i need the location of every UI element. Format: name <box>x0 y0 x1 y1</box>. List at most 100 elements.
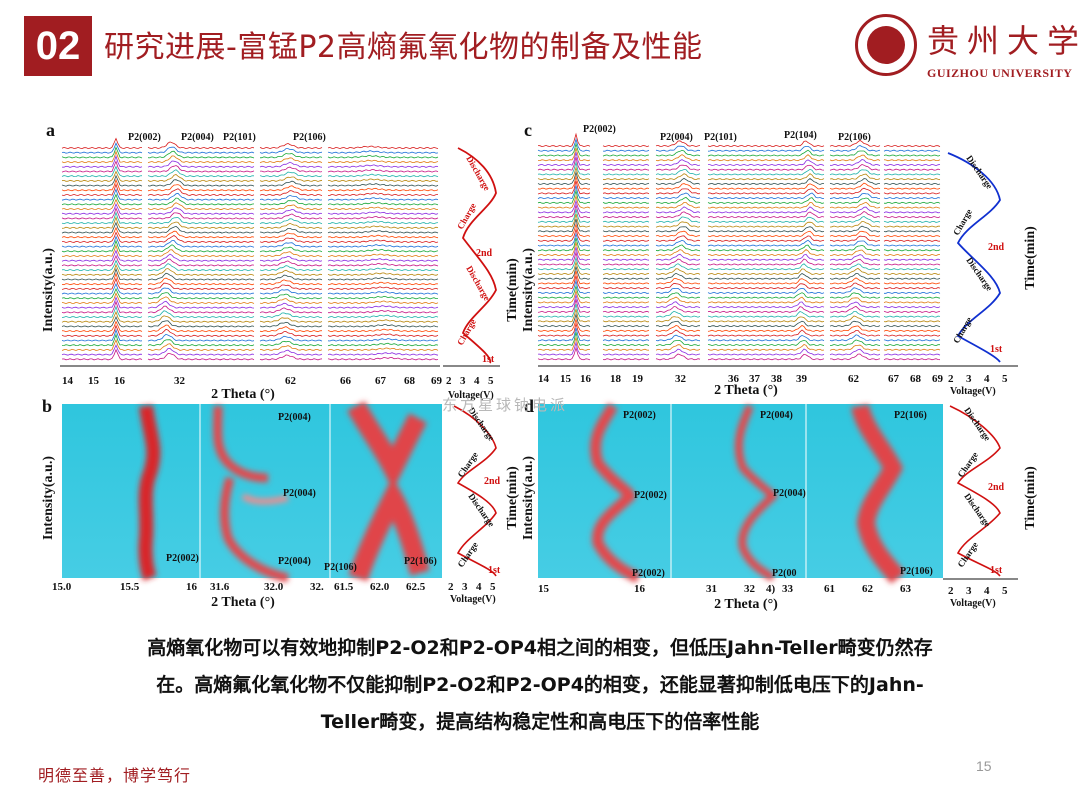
xrd-trace <box>61 154 143 168</box>
xrd-trace <box>219 330 255 333</box>
xrd-trace <box>830 249 881 257</box>
xrd-trace <box>883 244 941 247</box>
xrd-trace <box>655 253 701 261</box>
xrd-trace <box>707 201 825 209</box>
panel-c-voltage-curve <box>947 152 1001 363</box>
v-tick-label: 3 <box>966 585 972 597</box>
xrd-trace <box>537 222 591 238</box>
xrd-trace <box>327 178 439 182</box>
xrd-trace <box>602 268 650 271</box>
xrd-trace <box>219 250 255 253</box>
xrd-trace <box>219 217 255 220</box>
xrd-trace <box>61 287 143 300</box>
xrd-trace <box>602 282 650 285</box>
panel-c-x-axis-label: 2 Theta (°) <box>714 383 778 398</box>
x-tick-label: 4) <box>766 583 776 595</box>
xrd-trace <box>883 159 941 162</box>
x-tick-label: 62 <box>848 373 860 385</box>
xrd-trace <box>219 240 255 243</box>
xrd-trace <box>259 222 322 229</box>
xrd-trace <box>537 313 591 328</box>
xrd-trace <box>219 358 255 361</box>
xrd-trace <box>61 142 143 154</box>
xrd-trace <box>147 249 223 258</box>
xrd-trace <box>147 296 223 304</box>
x-tick-label: 14 <box>62 375 74 387</box>
xrd-trace <box>655 154 701 162</box>
xrd-trace <box>259 255 323 262</box>
xrd-trace <box>61 239 142 253</box>
v-tick-label: 3 <box>462 581 468 593</box>
xrd-trace <box>327 159 439 164</box>
xrd-trace <box>327 230 439 234</box>
xrd-trace <box>829 344 881 351</box>
xrd-trace <box>829 211 881 219</box>
xrd-trace <box>830 145 881 152</box>
xrd-trace <box>883 249 941 252</box>
xrd-trace <box>219 212 255 215</box>
xrd-trace <box>327 192 438 196</box>
xrd-trace <box>602 144 650 148</box>
xrd-trace <box>655 278 701 285</box>
xrd-trace <box>655 169 701 176</box>
xrd-trace <box>707 216 825 223</box>
xrd-trace <box>707 253 824 261</box>
xrd-trace <box>602 201 650 204</box>
xrd-trace <box>883 182 941 185</box>
xrd-trace <box>602 353 650 356</box>
xrd-trace <box>655 164 701 171</box>
xrd-trace <box>602 310 650 313</box>
panel-d-peak-label: P2(004) <box>760 410 793 421</box>
xrd-trace <box>219 344 255 347</box>
xrd-trace <box>537 203 591 219</box>
xrd-trace <box>327 356 439 361</box>
xrd-trace <box>883 206 941 209</box>
xrd-trace <box>537 260 591 275</box>
xrd-trace <box>537 327 591 342</box>
xrd-trace <box>259 142 323 150</box>
xrd-trace <box>61 231 143 243</box>
xrd-trace <box>537 194 591 209</box>
xrd-trace <box>259 269 323 276</box>
xrd-trace <box>219 278 255 281</box>
xrd-trace <box>707 344 825 351</box>
xrd-trace <box>327 319 439 323</box>
xrd-trace <box>327 276 439 281</box>
xrd-trace <box>61 178 143 192</box>
xrd-trace <box>707 311 825 318</box>
xrd-trace <box>829 325 881 332</box>
xrd-trace <box>707 283 825 290</box>
xrd-trace <box>655 183 701 190</box>
x-tick-label: 15 <box>560 373 572 385</box>
xrd-trace <box>707 192 825 200</box>
xrd-trace <box>259 204 323 211</box>
cycle-label: 2nd <box>988 242 1005 253</box>
xrd-trace <box>829 277 881 285</box>
xrd-trace <box>537 180 591 195</box>
xrd-trace <box>655 221 701 228</box>
xrd-trace <box>537 152 591 167</box>
panel-d: d Time(min) Intensity(a.u.) P2(002) P2(0… <box>505 396 1038 612</box>
xrd-trace <box>327 248 439 253</box>
xrd-trace <box>707 206 825 214</box>
page-number: 15 <box>976 758 992 774</box>
x-tick-label: 18 <box>610 373 622 385</box>
xrd-trace <box>829 182 881 190</box>
xrd-trace <box>602 178 650 181</box>
xrd-trace <box>829 287 881 294</box>
xrd-trace <box>707 324 825 332</box>
v-tick-label: 2 <box>448 581 454 593</box>
xrd-trace <box>602 244 650 247</box>
xrd-trace <box>829 193 881 200</box>
xrd-trace <box>219 283 255 286</box>
xrd-trace <box>883 230 941 233</box>
panel-b-heatmap-traces <box>138 401 430 583</box>
xrd-trace <box>707 287 825 294</box>
xrd-trace <box>147 169 223 178</box>
xrd-trace <box>61 160 143 173</box>
xrd-trace <box>61 305 143 319</box>
panel-d-x-ticks: 15 16 31 32 4) 33 61 62 63 <box>538 583 912 595</box>
xrd-trace <box>61 267 143 281</box>
x-tick-label: 62 <box>285 375 297 387</box>
xrd-trace <box>219 301 255 304</box>
